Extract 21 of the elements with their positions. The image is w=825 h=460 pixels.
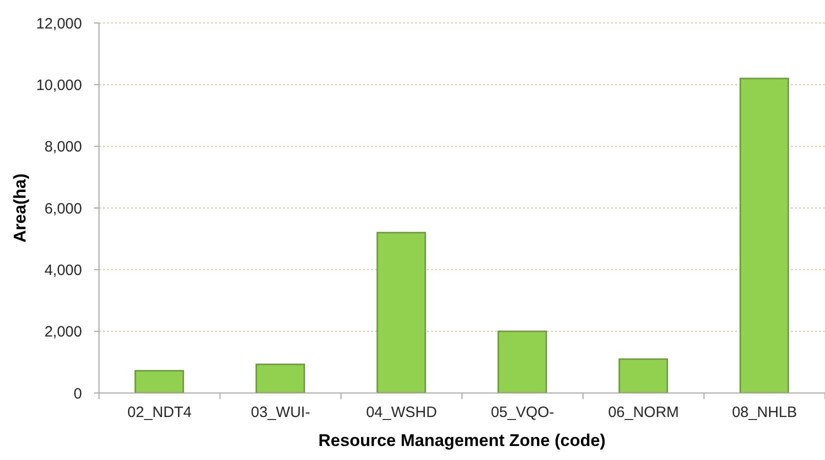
y-tick-label: 2,000 xyxy=(44,324,82,341)
x-tick-label: 05_VQO- xyxy=(490,404,554,421)
bar xyxy=(256,364,306,393)
bar xyxy=(134,370,184,393)
y-tick-label: 12,000 xyxy=(36,15,82,32)
y-tick-label: 10,000 xyxy=(36,76,82,94)
y-tick-label: 8,000 xyxy=(44,138,82,156)
y-tick-label: 4,000 xyxy=(44,262,82,279)
x-tick-label: 03_WUI- xyxy=(250,404,310,421)
y-tick-label: 0 xyxy=(74,385,82,402)
bar xyxy=(740,78,790,393)
x-tick-label: 08_NHLB xyxy=(732,404,798,421)
x-axis-title: Resource Management Zone (code) xyxy=(318,431,606,450)
x-tick-label: 02_NDT4 xyxy=(127,404,192,421)
bar xyxy=(498,330,548,393)
x-tick-label: 06_NORM xyxy=(608,404,679,421)
bar xyxy=(376,232,426,393)
y-axis-title: Area(ha) xyxy=(10,174,30,242)
bar xyxy=(618,358,668,393)
y-tick-label: 6,000 xyxy=(44,200,82,218)
x-tick-label: 04_WSHD xyxy=(366,404,438,421)
